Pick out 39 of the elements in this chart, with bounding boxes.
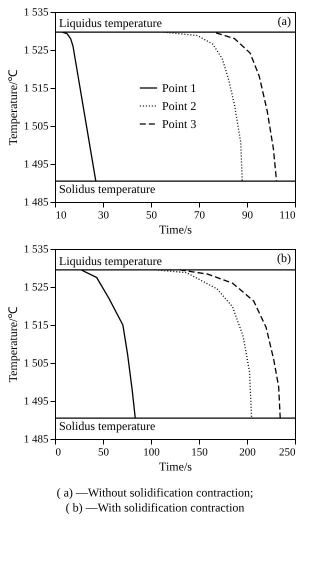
y-tick-label: 1 535 bbox=[24, 244, 49, 256]
y-tick-label: 1 485 bbox=[24, 196, 49, 208]
x-tick-label: 150 bbox=[191, 446, 208, 458]
x-tick-label: 50 bbox=[98, 446, 110, 458]
y-tick-label: 1 525 bbox=[24, 44, 49, 56]
annotation: (b) bbox=[277, 251, 291, 265]
legend-label: Point 3 bbox=[162, 117, 196, 131]
x-axis-title: Time/s bbox=[159, 460, 192, 474]
y-axis-title: Temperature/℃ bbox=[6, 70, 20, 146]
x-tick-label: 90 bbox=[242, 210, 254, 222]
x-tick-label: 30 bbox=[98, 210, 110, 222]
x-tick-label: 70 bbox=[194, 210, 206, 222]
x-tick-label: 10 bbox=[56, 210, 67, 222]
x-tick-label: 110 bbox=[279, 210, 296, 222]
x-tick-label: 50 bbox=[146, 210, 158, 222]
y-tick-label: 1 495 bbox=[24, 396, 49, 408]
x-tick-label: 100 bbox=[143, 446, 160, 458]
y-tick-label: 1 505 bbox=[24, 358, 49, 370]
x-tick-label: 0 bbox=[56, 446, 62, 458]
annotation: (a) bbox=[278, 14, 291, 28]
y-axis-title: Temperature/℃ bbox=[6, 306, 20, 382]
y-tick-label: 1 495 bbox=[24, 158, 49, 170]
x-tick-label: 250 bbox=[279, 446, 296, 458]
y-tick-label: 1 515 bbox=[24, 82, 49, 94]
legend-label: Point 1 bbox=[162, 81, 196, 95]
y-tick-label: 1 515 bbox=[24, 320, 49, 332]
ref-line-label: Liquidus temperature bbox=[59, 254, 162, 268]
text: ( b) —With solidification contraction bbox=[66, 500, 244, 514]
ref-line-label: Liquidus temperature bbox=[59, 16, 162, 30]
text: ( a) —Without solidification contraction; bbox=[56, 486, 254, 500]
y-tick-label: 1 485 bbox=[24, 434, 49, 446]
legend-label: Point 2 bbox=[162, 99, 196, 113]
y-tick-label: 1 525 bbox=[24, 282, 49, 294]
y-tick-label: 1 505 bbox=[24, 120, 49, 132]
x-axis-title: Time/s bbox=[159, 222, 192, 236]
y-tick-label: 1 535 bbox=[24, 6, 49, 18]
ref-line-label: Solidus temperature bbox=[59, 182, 156, 196]
x-tick-label: 200 bbox=[239, 446, 256, 458]
ref-line-label: Solidus temperature bbox=[59, 419, 156, 434]
